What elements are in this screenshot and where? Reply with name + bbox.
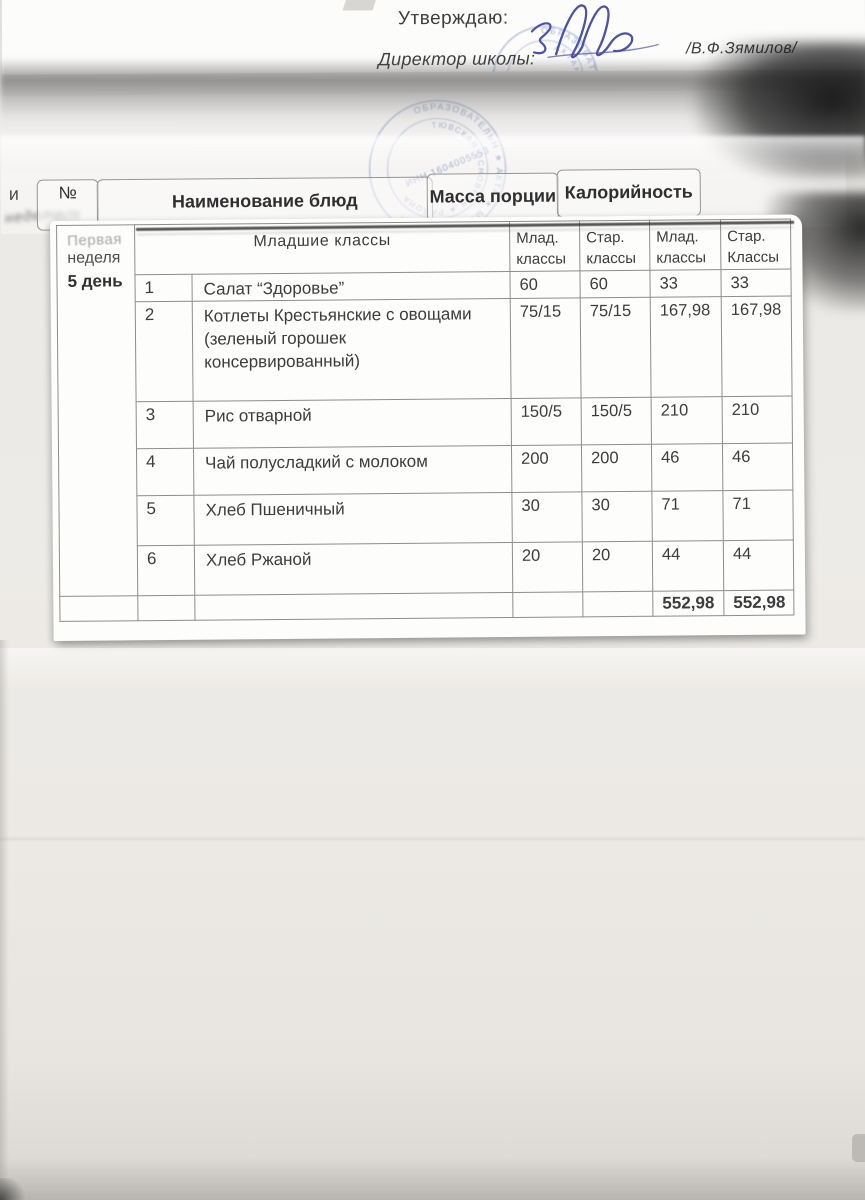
mass-senior: 30 bbox=[581, 491, 653, 542]
subcol-line2: классы bbox=[656, 249, 707, 267]
subcol-line1: Стар. bbox=[586, 228, 625, 247]
subcol-cal-senior: Стар. Классы bbox=[720, 219, 791, 270]
empty-cell bbox=[512, 591, 583, 618]
column-header-mass: Масса порции bbox=[426, 172, 559, 222]
subcol-mass-senior: Стар. классы bbox=[579, 220, 650, 271]
subcol-cal-junior: Млад. классы bbox=[649, 219, 721, 271]
scan-bottom-shadow bbox=[0, 1158, 865, 1200]
menu-sheet: Первая неделя 5 день Младшие классы Млад… bbox=[50, 214, 806, 641]
cal-senior: 210 bbox=[722, 396, 793, 444]
cal-junior: 167,98 bbox=[650, 296, 723, 398]
cal-junior: 44 bbox=[652, 540, 724, 592]
row-number: 5 bbox=[136, 495, 195, 546]
empty-cell bbox=[582, 591, 653, 617]
row-number: 4 bbox=[136, 448, 194, 496]
cal-senior: 33 bbox=[720, 269, 792, 297]
total-cal-junior: 552,98 bbox=[652, 590, 724, 617]
row-number: 6 bbox=[137, 545, 195, 596]
approved-label: Утверждаю: bbox=[397, 7, 509, 30]
table-row: 6 Хлеб Ржаной 20 20 44 44 bbox=[59, 540, 794, 596]
cal-senior: 44 bbox=[723, 540, 794, 591]
row-number: 2 bbox=[135, 301, 194, 402]
mass-senior: 200 bbox=[581, 444, 652, 492]
scan-highlight bbox=[0, 136, 865, 172]
cal-junior: 210 bbox=[651, 396, 723, 445]
table-row: 3 Рис отварной 150/5 150/5 210 210 bbox=[58, 396, 793, 449]
column-header-calories: Калорийность bbox=[556, 168, 701, 218]
subcol-line1: Млад. bbox=[656, 228, 699, 246]
scan-corner-shadow bbox=[0, 1178, 28, 1200]
table-row: 2 Котлеты Крестьянские с овощами (зелены… bbox=[57, 296, 793, 402]
empty-cell bbox=[194, 592, 513, 621]
mass-senior: 60 bbox=[579, 270, 651, 298]
scan-notch bbox=[852, 1134, 865, 1162]
dish-name: Салат “Здоровье” bbox=[191, 271, 511, 302]
row-number: 1 bbox=[134, 274, 193, 302]
row-number: 3 bbox=[136, 401, 194, 449]
scan-streak bbox=[0, 838, 865, 840]
mass-senior: 75/15 bbox=[580, 297, 652, 398]
mass-senior: 150/5 bbox=[581, 397, 652, 445]
table-row: 5 Хлеб Пшеничный 30 30 71 71 bbox=[59, 490, 794, 546]
table-row: 4 Чай полусладкий с молоком 200 200 46 4… bbox=[58, 443, 793, 496]
number-column-label: № bbox=[58, 183, 77, 203]
week-label-line1: Первая bbox=[66, 230, 123, 250]
subcol-line2: Классы bbox=[727, 248, 780, 267]
empty-cell bbox=[59, 595, 138, 622]
subcol-line2: классы bbox=[586, 249, 637, 268]
empty-cell bbox=[137, 595, 195, 621]
dish-name: Чай полусладкий с молоком bbox=[193, 445, 512, 496]
mass-junior: 150/5 bbox=[511, 397, 582, 446]
mass-junior: 60 bbox=[509, 270, 581, 299]
subcol-line2: классы bbox=[516, 250, 567, 268]
week-day-cell: Первая неделя 5 день bbox=[56, 224, 138, 597]
cal-junior: 33 bbox=[649, 269, 722, 298]
dish-name: Хлеб Ржаной bbox=[194, 542, 513, 596]
scan-edge-shadow bbox=[0, 640, 9, 1200]
cal-junior: 71 bbox=[651, 490, 724, 542]
week-label-line2: неделя bbox=[67, 249, 121, 267]
day-label: 5 день bbox=[67, 271, 123, 291]
mass-junior: 30 bbox=[511, 491, 583, 543]
cal-junior: 46 bbox=[651, 443, 723, 492]
cal-senior: 167,98 bbox=[721, 296, 793, 397]
subcol-mass-junior: Млад. классы bbox=[509, 220, 580, 272]
dish-name: Хлеб Пшеничный bbox=[193, 492, 513, 546]
cropped-text-fragment: и bbox=[8, 183, 19, 204]
total-cal-senior: 552,98 bbox=[723, 590, 794, 616]
cal-senior: 46 bbox=[722, 443, 793, 491]
cal-senior: 71 bbox=[722, 490, 794, 541]
mass-junior: 75/15 bbox=[510, 297, 582, 399]
menu-table: Первая неделя 5 день Младшие классы Млад… bbox=[56, 219, 794, 622]
scan-streak bbox=[0, 648, 865, 690]
dish-name: Котлеты Крестьянские с овощами (зеленый … bbox=[192, 298, 512, 402]
dish-name: Рис отварной bbox=[193, 398, 512, 449]
subcol-line1: Млад. bbox=[516, 229, 559, 247]
subcol-line1: Стар. bbox=[727, 227, 766, 246]
mass-junior: 200 bbox=[511, 444, 582, 493]
scan-artifact bbox=[342, 0, 378, 11]
total-row: 552,98 552,98 bbox=[59, 590, 794, 622]
mass-junior: 20 bbox=[512, 541, 583, 593]
mass-senior: 20 bbox=[582, 541, 653, 592]
signature-graphic bbox=[530, 4, 659, 59]
